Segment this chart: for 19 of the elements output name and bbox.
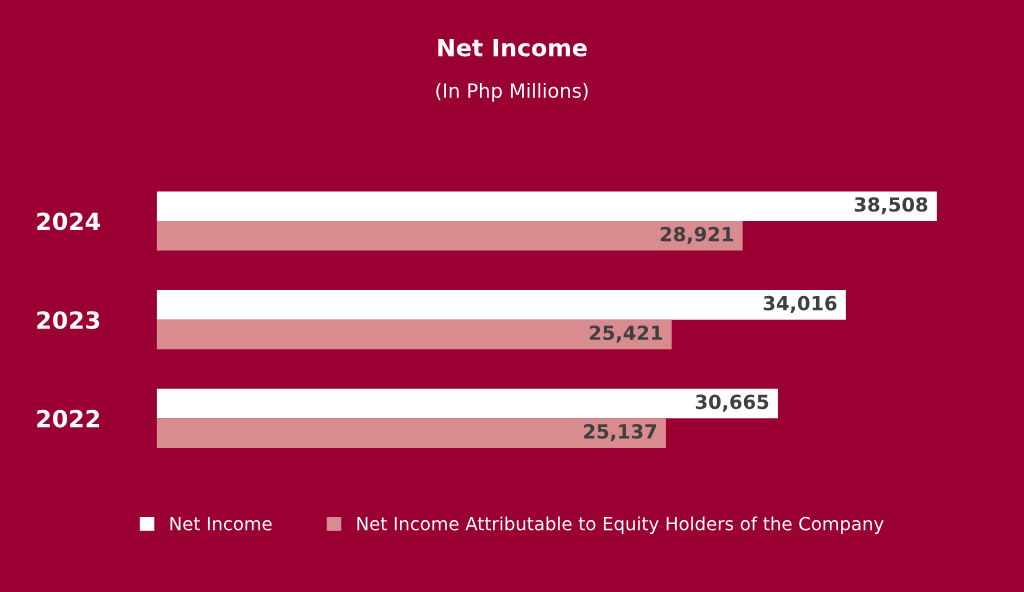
data-label: 38,508 (854, 197, 928, 215)
bar (156, 290, 846, 320)
bar (156, 221, 743, 251)
data-label: 30,665 (695, 394, 769, 412)
bar (156, 319, 672, 350)
legend-label: Net Income Attributable to Equity Holders of the Company (357, 516, 884, 534)
data-label: 25,137 (584, 424, 657, 442)
bar (156, 418, 666, 448)
bar (156, 191, 937, 222)
bar (156, 388, 778, 419)
data-label: 28,921 (660, 226, 733, 244)
data-label: 34,016 (763, 295, 837, 314)
data-label: 25,421 (589, 325, 663, 343)
y-tick-label: 2023 (37, 311, 100, 329)
y-tick-label: 2024 (37, 212, 101, 231)
y-tick-label: 2022 (37, 409, 100, 428)
chart-title: Net Income (438, 39, 587, 57)
chart-subtitle: (In Php Millions) (436, 82, 588, 102)
legend-label: Net Income (170, 517, 272, 531)
